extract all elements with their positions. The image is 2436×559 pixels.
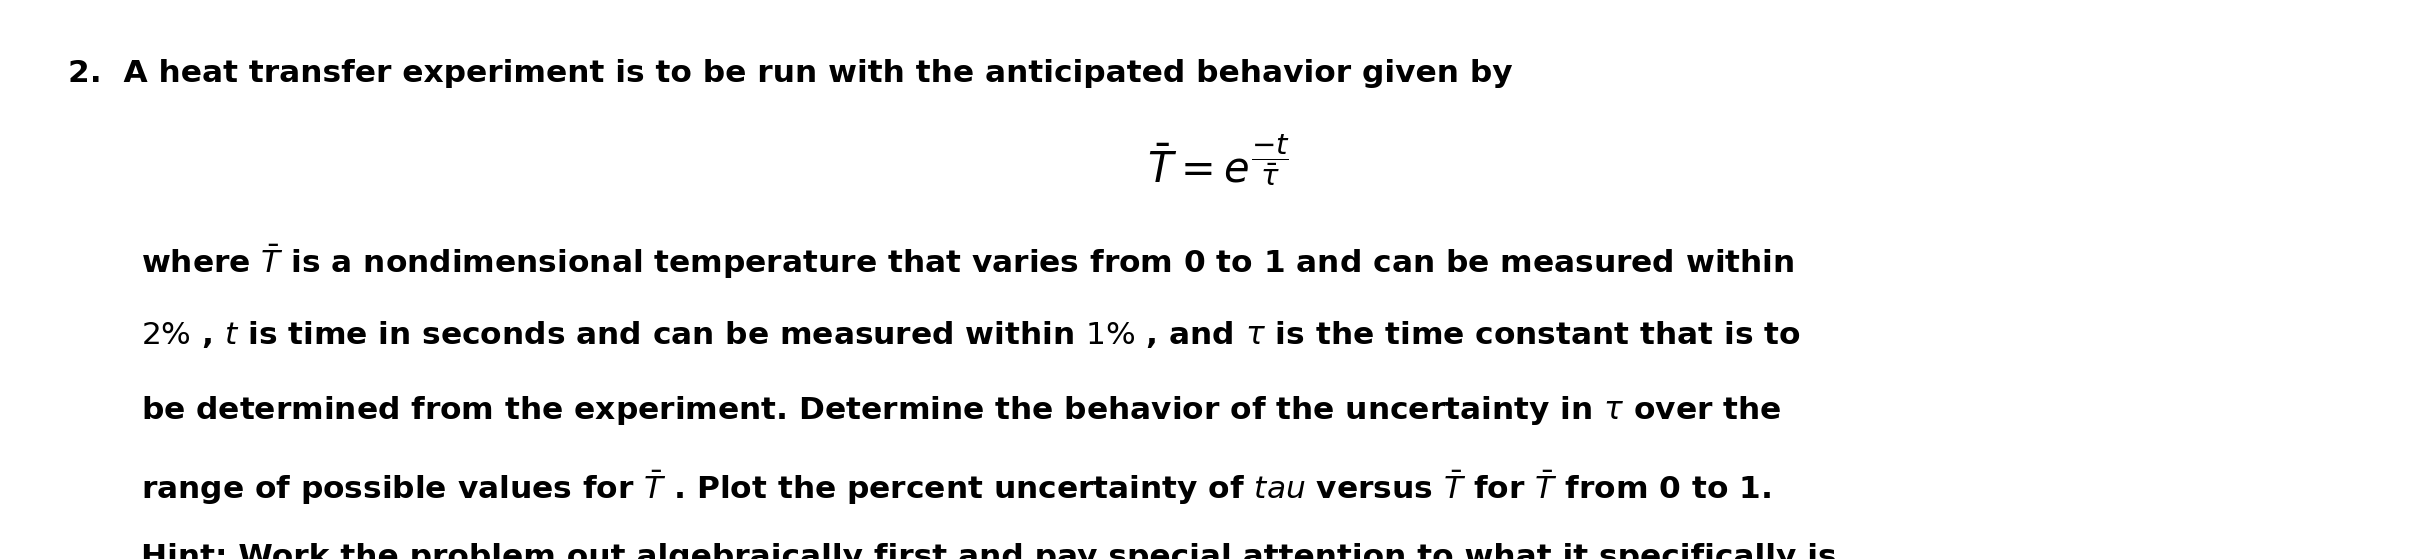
Text: be determined from the experiment. Determine the behavior of the uncertainty in : be determined from the experiment. Deter… xyxy=(141,394,1781,427)
Text: where $\bar{T}$ is a nondimensional temperature that varies from 0 to 1 and can : where $\bar{T}$ is a nondimensional temp… xyxy=(141,243,1795,281)
Text: Hint: Work the problem out algebraically first and pay special attention to what: Hint: Work the problem out algebraically… xyxy=(141,543,1837,559)
Text: range of possible values for $\bar{T}$ . Plot the percent uncertainty of $\mathi: range of possible values for $\bar{T}$ .… xyxy=(141,468,1771,506)
Text: 2.  A heat transfer experiment is to be run with the anticipated behavior given : 2. A heat transfer experiment is to be r… xyxy=(68,59,1513,88)
Text: $2\%$ , $t$ is time in seconds and can be measured within $1\%$ , and $\tau$ is : $2\%$ , $t$ is time in seconds and can b… xyxy=(141,319,1800,349)
Text: $\bar{T} = e^{\dfrac{-t}{\bar{\tau}}}$: $\bar{T} = e^{\dfrac{-t}{\bar{\tau}}}$ xyxy=(1147,137,1289,193)
